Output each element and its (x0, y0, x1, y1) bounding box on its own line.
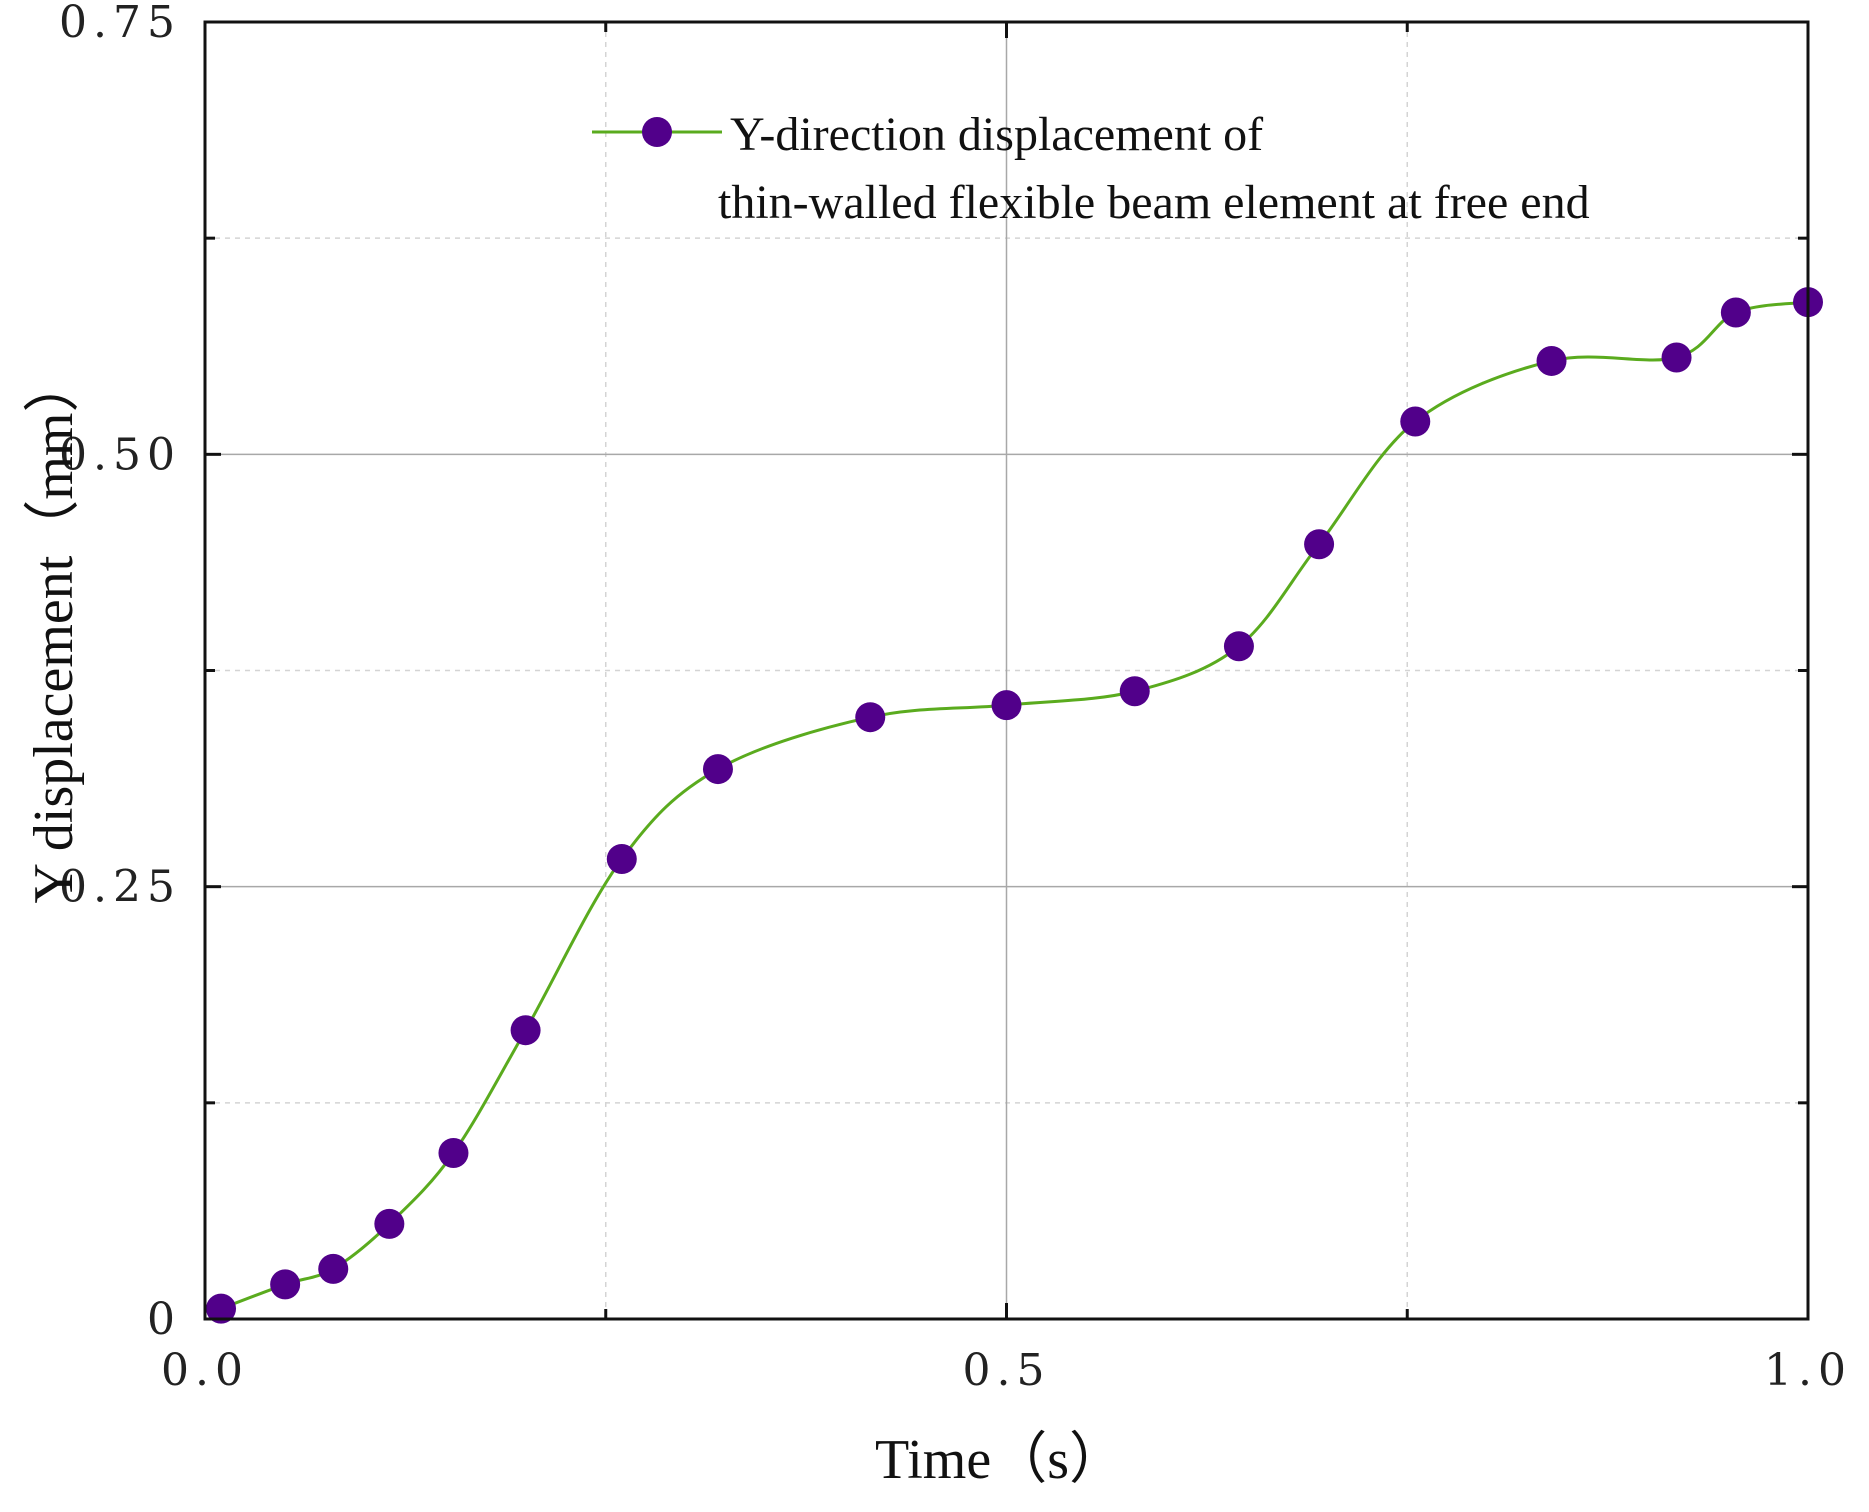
legend-label-line-1: Y-direction displacement of (730, 108, 1263, 161)
data-point (1304, 529, 1335, 560)
data-point (991, 690, 1022, 721)
data-point (374, 1208, 405, 1239)
data-point (1536, 345, 1567, 376)
x-axis-title: Time（s） (875, 1429, 1125, 1491)
data-point (1720, 297, 1751, 328)
data-point (270, 1269, 301, 1300)
data-point (318, 1253, 349, 1284)
grid (205, 22, 1808, 1319)
data-point (855, 702, 886, 733)
plot-frame (203, 20, 1810, 1321)
series-layer (206, 287, 1823, 1324)
data-point (606, 843, 637, 874)
x-tick-label: 0.5 (963, 1345, 1051, 1396)
tick-labels: 0.0 0.5 1.0 0 0.25 0.50 0.75 (59, 0, 1852, 1396)
data-point (1119, 676, 1150, 707)
legend: Y-direction displacement of thin-walled … (592, 108, 1590, 229)
y-tick-label: 0.25 (59, 862, 181, 913)
data-point (702, 754, 733, 785)
y-tick-label: 0.50 (59, 429, 181, 480)
data-point (1661, 342, 1692, 373)
legend-label-line-2: thin-walled flexible beam element at fre… (718, 176, 1590, 229)
y-tick-label: 0 (147, 1294, 181, 1345)
legend-marker-swatch (642, 117, 672, 147)
data-point (510, 1015, 541, 1046)
data-point (1223, 631, 1254, 662)
y-tick-label: 0.75 (59, 0, 181, 48)
data-point (206, 1293, 237, 1324)
x-tick-label: 1.0 (1764, 1345, 1852, 1396)
y-axis-title: Y displacement（mm） (23, 357, 85, 904)
data-point (1400, 406, 1431, 437)
x-tick-label: 0.0 (161, 1345, 249, 1396)
data-point (438, 1137, 469, 1168)
